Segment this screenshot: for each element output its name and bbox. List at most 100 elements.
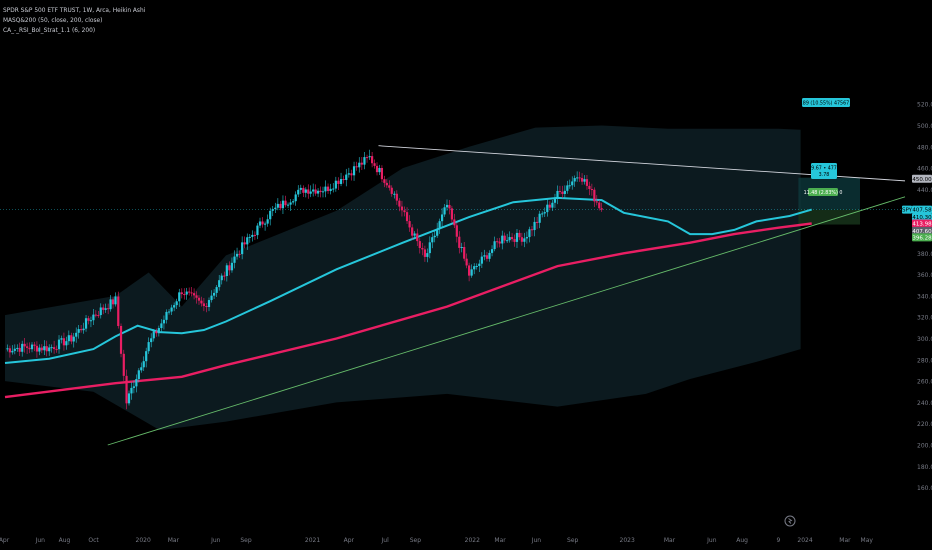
candle-body [26, 346, 29, 348]
candle-body [316, 190, 320, 194]
candle-body [207, 300, 211, 308]
candle-body [352, 166, 356, 176]
stop-label: 11.48 (2.83%) 0 [804, 188, 842, 196]
time-axis-label: Jul [381, 537, 390, 544]
candle-body [160, 323, 163, 329]
candle-body [488, 252, 491, 259]
support-line [107, 196, 906, 446]
candle-body [21, 343, 24, 352]
candle-body [147, 342, 150, 352]
candle-body [428, 242, 431, 254]
candle-body [284, 200, 287, 206]
price-axis-label: 500.00 [917, 123, 932, 130]
time-axis-label: 2022 [465, 537, 480, 544]
candle-body [195, 295, 198, 298]
candle-body [411, 227, 414, 236]
candle-body [241, 242, 244, 255]
candle-body [485, 255, 489, 259]
candle-body [463, 246, 466, 259]
time-axis-label: Mar [494, 537, 506, 544]
candle-body [23, 343, 26, 347]
candle-body [45, 346, 48, 352]
candle-body [155, 331, 158, 334]
candle-body [470, 269, 473, 276]
price-axis-label: 440.00 [917, 187, 932, 194]
candle-body [276, 203, 279, 208]
candle-body [510, 237, 514, 240]
candle-body [371, 156, 374, 164]
candle-body [137, 370, 140, 380]
candle-body [302, 187, 305, 193]
candle-body [183, 294, 186, 296]
candle-body [150, 338, 153, 343]
candle-body [167, 311, 171, 313]
price-axis-label: 480.00 [917, 144, 932, 151]
candle-body [117, 296, 120, 327]
price-axis-label: 260.00 [917, 379, 932, 386]
candle-body [319, 190, 322, 192]
candle-body [87, 318, 90, 321]
candle-body [490, 249, 494, 253]
candle-body [57, 339, 61, 350]
candle-body [228, 265, 231, 271]
candle-body [205, 306, 208, 308]
candle-body [498, 241, 501, 244]
candle-body [102, 307, 105, 310]
candle-body [448, 204, 451, 209]
price-tag-label: 407.60 [912, 229, 932, 235]
candle-body [65, 341, 68, 346]
candle-body [180, 292, 183, 295]
candle-body [142, 361, 145, 368]
price-axis-label: 320.00 [917, 315, 932, 322]
candle-body [324, 186, 327, 192]
candle-body [455, 225, 458, 237]
candle-body [114, 296, 117, 305]
candle-body [458, 236, 461, 248]
candle-body [332, 188, 335, 190]
candle-body [383, 179, 386, 183]
time-axis-label: Jun [706, 537, 717, 544]
candle-body [431, 237, 434, 243]
candle-body [281, 200, 285, 209]
price-axis-label: 340.00 [917, 293, 932, 300]
price-axis-label: 280.00 [917, 357, 932, 364]
candle-body [496, 241, 499, 243]
candle-body [75, 332, 78, 337]
candle-body [109, 299, 112, 310]
candle-body [593, 189, 596, 202]
candle-body [67, 335, 70, 342]
ma-line-50 [4, 196, 812, 364]
candle-body [543, 212, 546, 214]
price-axis-label: 380.00 [917, 251, 932, 258]
candle-body [416, 233, 419, 242]
candle-body [468, 265, 471, 276]
price-axis-label: 460.00 [917, 166, 932, 173]
target-label: 42.89 (10.55%) 47567.22 [795, 98, 857, 107]
candle-body [400, 206, 404, 211]
candle-body [30, 344, 34, 350]
candle-body [188, 291, 191, 293]
price-tag: 396.28 [912, 233, 932, 242]
candles [6, 149, 603, 410]
stop-zone [798, 209, 860, 225]
candle-body [493, 241, 496, 250]
candle-body [97, 315, 100, 317]
candle-body [122, 353, 125, 376]
candle-body [197, 297, 201, 301]
candle-body [294, 194, 297, 202]
candle-body [418, 241, 421, 248]
candle-body [38, 347, 41, 352]
candle-body [541, 213, 544, 215]
candle-body [355, 166, 358, 168]
candle-body [235, 253, 239, 257]
time-axis-label: Aug [59, 537, 71, 544]
candle-body [107, 308, 110, 310]
candle-body [92, 314, 95, 321]
time-axis-label: 2021 [305, 537, 320, 544]
candle-body [170, 307, 173, 312]
price-tag: SPY [902, 205, 913, 214]
time-axis-label: Oct [88, 537, 99, 544]
candle-body [70, 335, 73, 342]
candle-body [518, 232, 521, 238]
